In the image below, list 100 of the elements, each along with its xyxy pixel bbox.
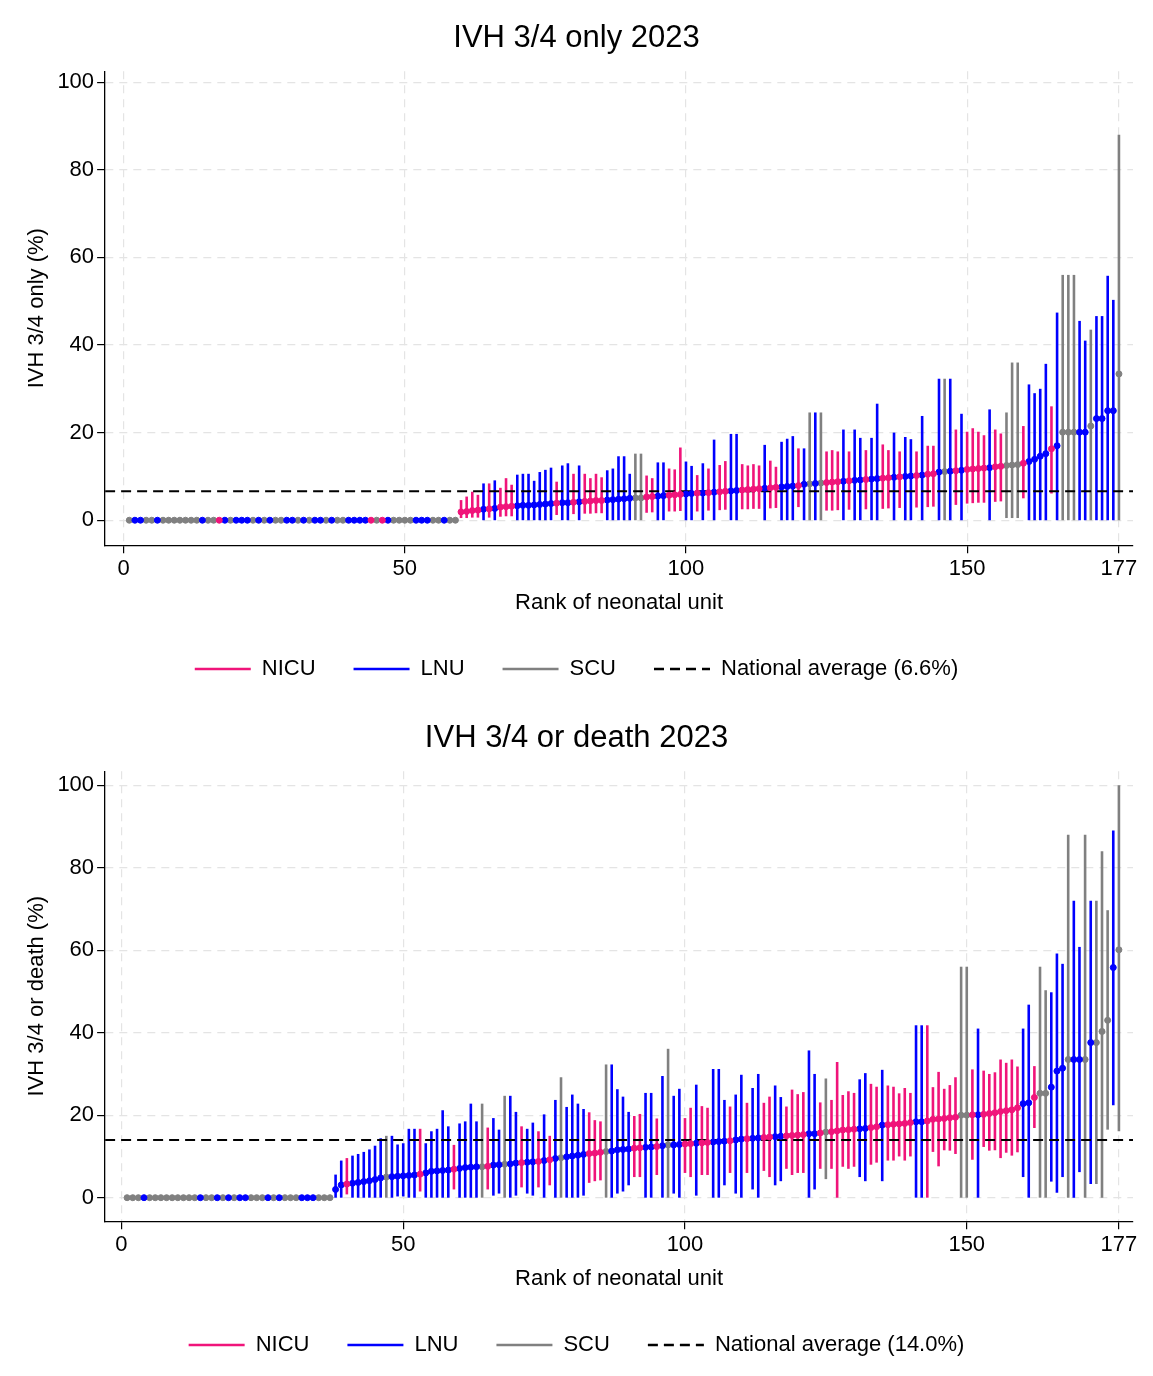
point (215, 516, 223, 524)
point (1047, 445, 1055, 453)
legend-label: LNU (414, 1331, 459, 1357)
point (1059, 428, 1067, 436)
point (1008, 1106, 1016, 1114)
point (963, 1111, 971, 1119)
point (681, 1140, 689, 1148)
legend-label: NICU (261, 655, 316, 681)
point (179, 1194, 187, 1202)
point (862, 475, 870, 483)
point (157, 1194, 165, 1202)
point (884, 474, 892, 482)
y-tick-label: 80 (69, 853, 95, 879)
point (326, 1194, 334, 1202)
point (1036, 1089, 1044, 1097)
point (182, 516, 190, 524)
point (1002, 1107, 1010, 1115)
point (901, 1119, 909, 1127)
point (716, 488, 724, 496)
point (850, 1125, 858, 1133)
point (1002, 461, 1010, 469)
legend-label: SCU (563, 1331, 610, 1357)
legend-label: LNU (420, 655, 465, 681)
point (704, 1138, 712, 1146)
y-tick-label: 0 (81, 1183, 95, 1209)
point (343, 1180, 351, 1188)
point (581, 497, 589, 505)
point (1081, 1056, 1089, 1064)
point (755, 485, 763, 493)
point (123, 1194, 131, 1202)
point (980, 464, 988, 472)
point (1070, 428, 1078, 436)
point (1092, 1039, 1100, 1047)
point (416, 1170, 424, 1178)
y-tick-label: 40 (69, 331, 95, 357)
x-tick-label: 177 (1100, 555, 1138, 581)
point (913, 472, 921, 480)
point (502, 503, 510, 511)
legend-label: NICU (255, 1331, 310, 1357)
point (1104, 1016, 1112, 1024)
point (749, 485, 757, 493)
point (1030, 1093, 1038, 1101)
point (165, 516, 173, 524)
chart-title: IVH 3/4 or death 2023 (424, 719, 729, 755)
point (450, 1165, 458, 1173)
point (287, 1194, 295, 1202)
point (924, 470, 932, 478)
point (546, 1156, 554, 1164)
point (833, 1127, 841, 1135)
point (890, 1120, 897, 1128)
point (1115, 946, 1123, 954)
point (828, 478, 836, 486)
point (174, 1194, 182, 1202)
point (906, 1119, 914, 1127)
point (794, 482, 802, 490)
point (839, 1126, 847, 1134)
point (258, 1194, 266, 1202)
y-axis-title: IVH 3/4 only (%) (23, 228, 49, 389)
point (1098, 1027, 1106, 1035)
y-tick-label: 20 (69, 418, 95, 444)
point (845, 477, 853, 485)
y-tick-label: 0 (81, 506, 95, 532)
point (896, 473, 904, 481)
point (923, 1117, 931, 1125)
y-tick-label: 100 (57, 68, 95, 94)
point (935, 1115, 943, 1123)
point (687, 1140, 695, 1148)
point (191, 1194, 199, 1202)
point (163, 1194, 171, 1202)
point (277, 516, 285, 524)
point (553, 499, 561, 507)
point (867, 1124, 875, 1132)
point (636, 1144, 644, 1152)
x-tick-label: 150 (948, 555, 986, 581)
point (788, 1131, 796, 1139)
point (591, 1149, 599, 1157)
point (985, 1110, 993, 1118)
point (834, 478, 842, 486)
x-tick-label: 100 (667, 555, 705, 581)
y-tick-label: 60 (69, 936, 95, 962)
point (596, 1148, 604, 1156)
point (653, 1143, 661, 1151)
point (485, 505, 493, 513)
point (598, 497, 606, 505)
point (1013, 1104, 1021, 1112)
x-tick-label: 0 (115, 1231, 128, 1257)
chart-title: IVH 3/4 only 2023 (453, 19, 700, 55)
point (474, 506, 482, 514)
point (676, 490, 684, 498)
point (176, 516, 184, 524)
point (974, 465, 982, 473)
point (794, 1131, 802, 1139)
point (292, 1194, 300, 1202)
x-axis-title: Rank of neonatal unit (515, 588, 724, 614)
point (463, 507, 471, 515)
point (534, 1157, 542, 1165)
point (665, 491, 673, 499)
point (187, 516, 195, 524)
point (991, 1109, 999, 1117)
point (395, 516, 403, 524)
